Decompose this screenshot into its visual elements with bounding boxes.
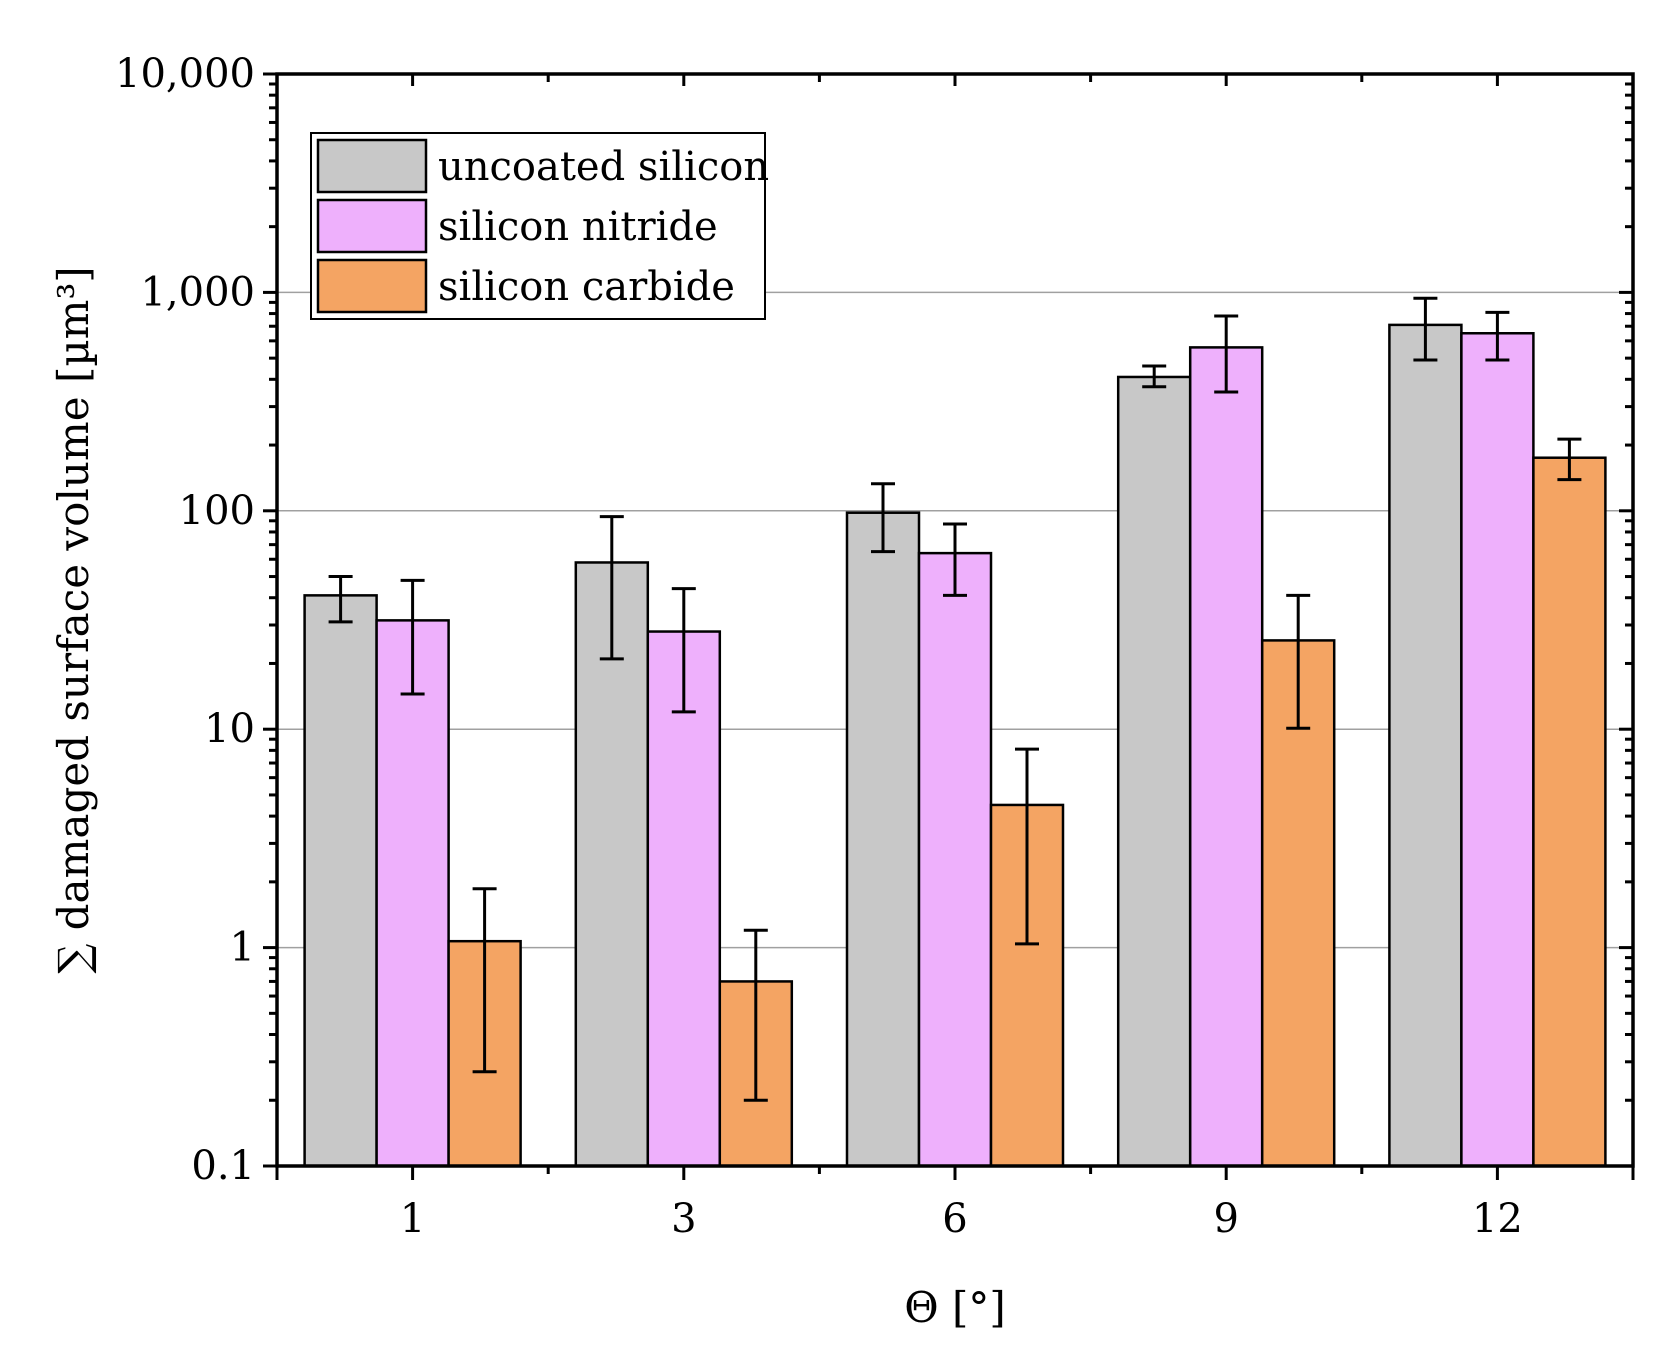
legend-label: silicon carbide xyxy=(438,264,735,310)
y-tick-label: 100 xyxy=(179,488,255,534)
legend-swatch xyxy=(316,198,428,254)
x-tick-labels: 1 3 6 9 12 xyxy=(400,1196,1523,1242)
bar xyxy=(1388,323,1463,1168)
x-tick-label: 6 xyxy=(942,1196,967,1242)
x-tick-label: 1 xyxy=(400,1196,425,1242)
x-axis-title: Θ [°] xyxy=(904,1283,1006,1332)
bar xyxy=(1188,346,1264,1168)
legend: uncoated silicon silicon nitride silicon c… xyxy=(310,132,769,320)
bar xyxy=(1532,456,1607,1168)
y-tick-label: 10 xyxy=(204,706,255,752)
y-tick-labels: 0.1 1 10 100 1,000 10,000 xyxy=(115,51,255,1189)
y-axis-title: ∑ damaged surface volume [µm³] xyxy=(49,266,98,973)
bar xyxy=(303,594,378,1168)
bars xyxy=(303,323,1607,1168)
legend-swatch xyxy=(316,258,428,314)
bar xyxy=(845,511,921,1168)
x-tick-label: 3 xyxy=(671,1196,696,1242)
bar xyxy=(917,551,993,1168)
y-tick-label: 0.1 xyxy=(191,1143,255,1189)
legend-label: uncoated silicon xyxy=(438,144,769,190)
y-tick-label: 1,000 xyxy=(140,269,255,315)
bar xyxy=(989,803,1065,1168)
bar xyxy=(1116,375,1192,1168)
axis-ticks xyxy=(263,72,1635,1180)
error-bars xyxy=(328,296,1582,1102)
bar xyxy=(375,619,450,1168)
legend-swatch xyxy=(316,138,428,194)
bar xyxy=(1460,332,1535,1168)
x-tick-label: 12 xyxy=(1472,1196,1523,1242)
legend-items: uncoated silicon silicon nitride silicon c… xyxy=(316,138,769,314)
y-tick-label: 1 xyxy=(230,925,255,971)
x-tick-label: 9 xyxy=(1213,1196,1238,1242)
y-tick-label: 10,000 xyxy=(115,51,255,97)
legend-label: silicon nitride xyxy=(438,204,718,250)
